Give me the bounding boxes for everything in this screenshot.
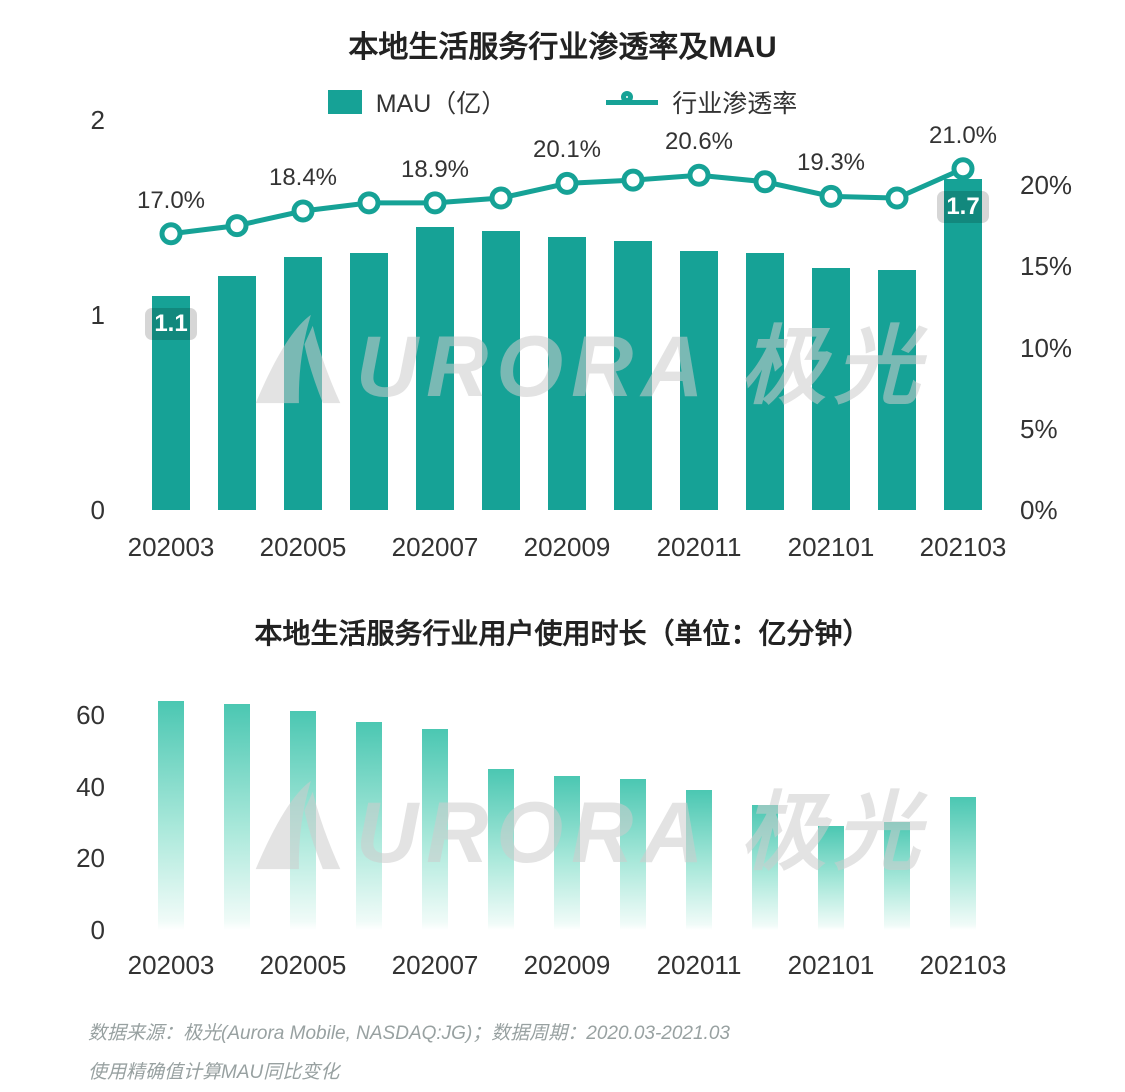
chart1-legend: MAU（亿） 行业渗透率 xyxy=(0,84,1125,120)
chart2-x-axis-label: 202009 xyxy=(523,950,611,980)
usage-bar xyxy=(752,804,778,930)
penetration-point-label: 21.0% xyxy=(928,121,998,149)
chart1-x-axis-label: 202007 xyxy=(391,532,479,562)
line-point-marker xyxy=(621,168,645,192)
usage-bar xyxy=(356,722,382,930)
penetration-point-label: 20.6% xyxy=(664,128,734,156)
legend-label-mau: MAU（亿） xyxy=(375,90,507,118)
legend-item-mau: MAU（亿） xyxy=(327,84,507,120)
usage-bar xyxy=(554,775,580,930)
penetration-point-label: 18.4% xyxy=(268,164,338,191)
chart2-x-axis-label: 202007 xyxy=(391,950,479,980)
y-axis-right-tick: 5% xyxy=(1020,413,1058,444)
legend-item-penetration: 行业渗透率 xyxy=(606,84,797,120)
mau-bar xyxy=(746,252,784,510)
calculation-note: 使用精确值计算MAU同比变化 xyxy=(88,1062,340,1083)
mau-bar xyxy=(878,270,916,510)
usage-bar xyxy=(488,768,514,930)
chart2-x-axis-label: 202003 xyxy=(127,950,215,980)
mau-bar xyxy=(284,256,322,510)
usage-bar xyxy=(950,797,976,930)
penetration-point-label: 18.9% xyxy=(400,155,470,183)
mau-bar xyxy=(680,250,718,510)
usage-bar xyxy=(620,779,646,930)
mau-bar xyxy=(350,252,388,510)
chart2-y-axis-tick: 40 xyxy=(76,771,105,802)
chart2-y-axis-tick: 20 xyxy=(76,843,105,874)
line-point-marker xyxy=(291,199,315,223)
mau-bar xyxy=(218,276,256,510)
line-point-marker xyxy=(555,171,579,195)
chart2-y-axis-tick: 0 xyxy=(90,915,105,945)
line-point-marker xyxy=(489,186,513,210)
mau-bar xyxy=(482,231,520,510)
chart2-x-axis-label: 202005 xyxy=(259,950,347,980)
mau-bar xyxy=(812,268,850,510)
chart1-x-axis-label: 202101 xyxy=(787,532,875,562)
penetration-point-label: 19.3% xyxy=(796,149,866,177)
mau-bar xyxy=(944,178,982,510)
usage-bar xyxy=(224,704,250,930)
line-point-marker xyxy=(885,186,909,210)
mau-bar xyxy=(548,237,586,510)
mau-bar xyxy=(152,295,190,510)
chart1-x-axis-label: 202011 xyxy=(656,532,742,562)
data-source-note: 数据来源：极光(Aurora Mobile, NASDAQ:JG)；数据周期：2… xyxy=(88,1023,730,1044)
chart1-x-axis-label: 202103 xyxy=(919,532,1007,562)
chart2-y-axis-tick: 60 xyxy=(76,699,105,730)
y-axis-left-tick: 1 xyxy=(90,300,105,330)
penetration-line-swatch-icon xyxy=(606,88,659,116)
line-point-marker xyxy=(225,214,249,238)
line-point-marker xyxy=(159,222,183,246)
usage-bar xyxy=(884,822,910,930)
chart1-title: 本地生活服务行业渗透率及MAU xyxy=(348,31,777,64)
y-axis-right-tick: 10% xyxy=(1020,332,1073,363)
chart1-x-axis-label: 202003 xyxy=(127,532,215,562)
chart2-x-axis-label: 202011 xyxy=(656,950,742,980)
line-point-marker xyxy=(357,191,381,215)
usage-bar xyxy=(818,826,844,930)
chart2-x-axis-label: 202101 xyxy=(787,950,875,980)
mau-bar-value-label: 1.7 xyxy=(937,190,989,223)
report-footer: 数据来源：极光(Aurora Mobile, NASDAQ:JG)；数据周期：2… xyxy=(88,1014,730,1092)
penetration-point-label: 20.1% xyxy=(532,136,602,164)
y-axis-left-tick: 0 xyxy=(90,495,105,525)
line-point-marker xyxy=(423,191,447,215)
mau-bar xyxy=(416,227,454,510)
line-point-marker xyxy=(819,184,843,208)
chart2-x-axis-label: 202103 xyxy=(919,950,1007,980)
legend-label-penetration: 行业渗透率 xyxy=(672,90,798,118)
mau-bar-value-label: 1.1 xyxy=(145,307,197,340)
y-axis-left-tick: 2 xyxy=(90,105,105,135)
y-axis-right-tick: 15% xyxy=(1020,251,1073,282)
usage-bar xyxy=(290,711,316,930)
chart1-x-axis-label: 202005 xyxy=(259,532,347,562)
usage-bar xyxy=(422,729,448,930)
chart2-title: 本地生活服务行业用户使用时长（单位：亿分钟） xyxy=(254,618,871,649)
mau-bar-swatch-icon xyxy=(327,90,362,114)
chart1-x-axis-label: 202009 xyxy=(523,532,611,562)
line-point-marker xyxy=(687,163,711,187)
penetration-point-label: 17.0% xyxy=(136,186,206,214)
usage-bar xyxy=(158,700,184,930)
line-point-marker xyxy=(951,157,975,181)
y-axis-right-tick: 0% xyxy=(1020,495,1058,525)
usage-bar xyxy=(686,790,712,930)
y-axis-right-tick: 20% xyxy=(1020,170,1073,200)
mau-bar xyxy=(614,240,652,510)
